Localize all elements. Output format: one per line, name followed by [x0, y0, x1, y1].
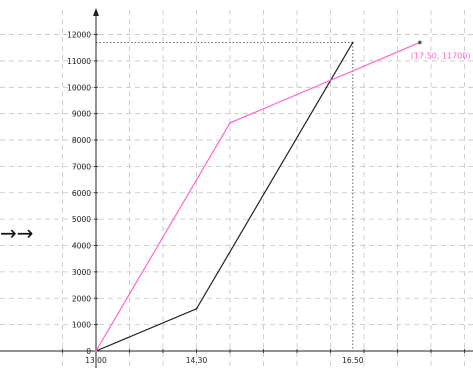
annotation-label: (17.50, 11700): [411, 51, 471, 60]
data-point: [229, 121, 231, 124]
annotations: (17.50, 11700): [411, 40, 471, 60]
y-axis-arrowhead: [93, 8, 99, 16]
y-tick-label: 6000: [72, 189, 91, 198]
y-tick-label: 7000: [72, 162, 91, 171]
series: [95, 41, 421, 352]
data-point: [95, 350, 97, 352]
x-tick-label: 16.50: [342, 356, 364, 365]
data-point: [195, 307, 198, 310]
tick-labels: 0 1000 2000 3000 4000 5000 6000 7000 8000 9000 100…: [62, 31, 465, 365]
y-tick-label: 1000: [72, 321, 91, 330]
double-arrow-icon: →→: [0, 221, 34, 245]
y-tick-label: 5000: [72, 215, 91, 224]
guide-lines: [96, 42, 354, 351]
series-line-2: [95, 41, 421, 352]
y-tick-label: 9000: [72, 110, 91, 119]
y-tick-label: 8000: [72, 136, 91, 145]
axes: [0, 8, 473, 368]
data-point: [351, 41, 354, 44]
x-tick-label: 13.00: [85, 356, 107, 365]
annotation-marker: [418, 40, 422, 45]
series-line-1: [95, 42, 354, 352]
y-tick-label: 0: [86, 347, 91, 356]
y-tick-label: 10000: [67, 83, 91, 92]
x-tick-label: 14.30: [186, 356, 208, 365]
y-tick-label: 4000: [72, 242, 91, 251]
y-tick-label: 3000: [72, 268, 91, 277]
y-tick-label: 12000: [67, 31, 91, 40]
y-tick-label: 11000: [67, 57, 91, 66]
y-tick-label: 2000: [72, 294, 91, 303]
